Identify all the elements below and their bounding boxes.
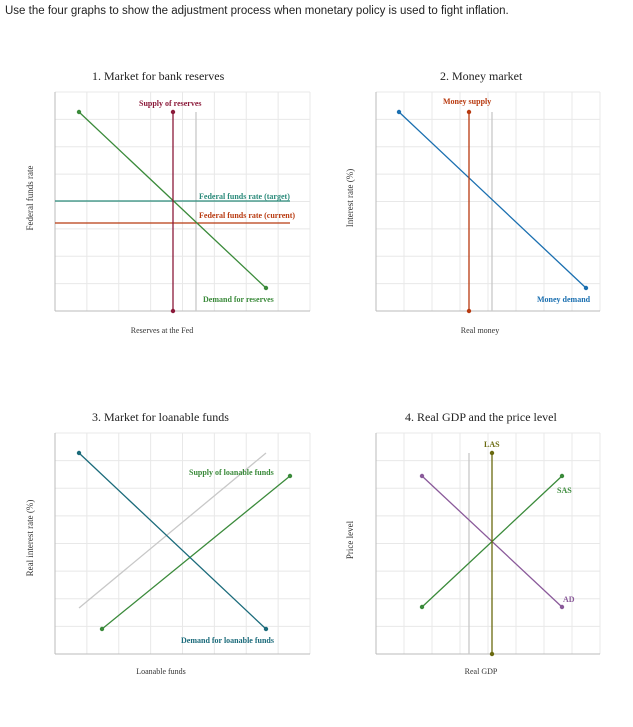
graph1-title: 1. Market for bank reserves (92, 69, 225, 83)
graph3-reference-line (78, 452, 267, 609)
graph4-sas-curve-endpoint (419, 604, 425, 610)
graph3-ylabel: Real interest rate (%) (25, 499, 35, 577)
graph3-supply-curve (101, 475, 291, 630)
graph2-demand-curve-endpoint (583, 285, 589, 291)
graph2-supply-curve-endpoint (466, 308, 472, 314)
graph1-current-label: Federal funds rate (current) (199, 211, 296, 220)
graph4-xlabel: Real GDP (464, 667, 498, 676)
graph2-supply-label: Money supply (443, 97, 492, 106)
graph3-demand-label: Demand for loanable funds (181, 636, 274, 645)
graph3-supply-label: Supply of loanable funds (189, 468, 274, 477)
graph4-las-curve-endpoint (489, 450, 495, 456)
graph4-las-label: LAS (484, 440, 500, 449)
graph3-demand-curve-endpoint (263, 626, 269, 632)
graph1-xlabel: Reserves at the Fed (130, 326, 194, 335)
graph1-demand-curve-endpoint (76, 109, 82, 115)
graph3-title: 3. Market for loanable funds (92, 410, 229, 424)
graph4-ad-label: AD (563, 595, 575, 604)
graph4-title: 4. Real GDP and the price level (405, 410, 557, 424)
graph2-demand-curve-endpoint (396, 109, 402, 115)
graph4-ad-curve-endpoint (419, 473, 425, 479)
graph3-supply-curve-endpoint (99, 626, 105, 632)
graph2-demand-curve (398, 111, 587, 289)
graph1-supply-curve-endpoint (170, 109, 176, 115)
graph2-title: 2. Money market (440, 69, 523, 83)
graph4-sas-curve-endpoint (559, 473, 565, 479)
graph3-demand-curve (78, 452, 267, 630)
graph2-xlabel: Real money (460, 326, 500, 335)
graph1-supply-curve-endpoint (170, 308, 176, 314)
graph1-target-label: Federal funds rate (target) (199, 192, 290, 201)
graph1-demand-curve-endpoint (263, 285, 269, 291)
graph2-supply-curve-endpoint (466, 109, 472, 115)
graph4-sas-label: SAS (557, 486, 572, 495)
graph1-supply-label: Supply of reserves (139, 99, 202, 108)
graph4-ylabel: Price level (345, 520, 355, 560)
graph3-xlabel: Loanable funds (136, 667, 186, 676)
graph4-las-curve-endpoint (489, 651, 495, 657)
graph2-demand-label: Money demand (537, 295, 591, 304)
instruction-text: Use the four graphs to show the adjustme… (5, 5, 509, 17)
graph4-ad-curve-endpoint (559, 604, 565, 610)
graph1-ylabel: Federal funds rate (25, 165, 35, 231)
graph1-demand-label: Demand for reserves (203, 295, 274, 304)
graph3-supply-curve-endpoint (287, 473, 293, 479)
graph2-ylabel: Interest rate (%) (345, 168, 355, 228)
graph3-demand-curve-endpoint (76, 450, 82, 456)
